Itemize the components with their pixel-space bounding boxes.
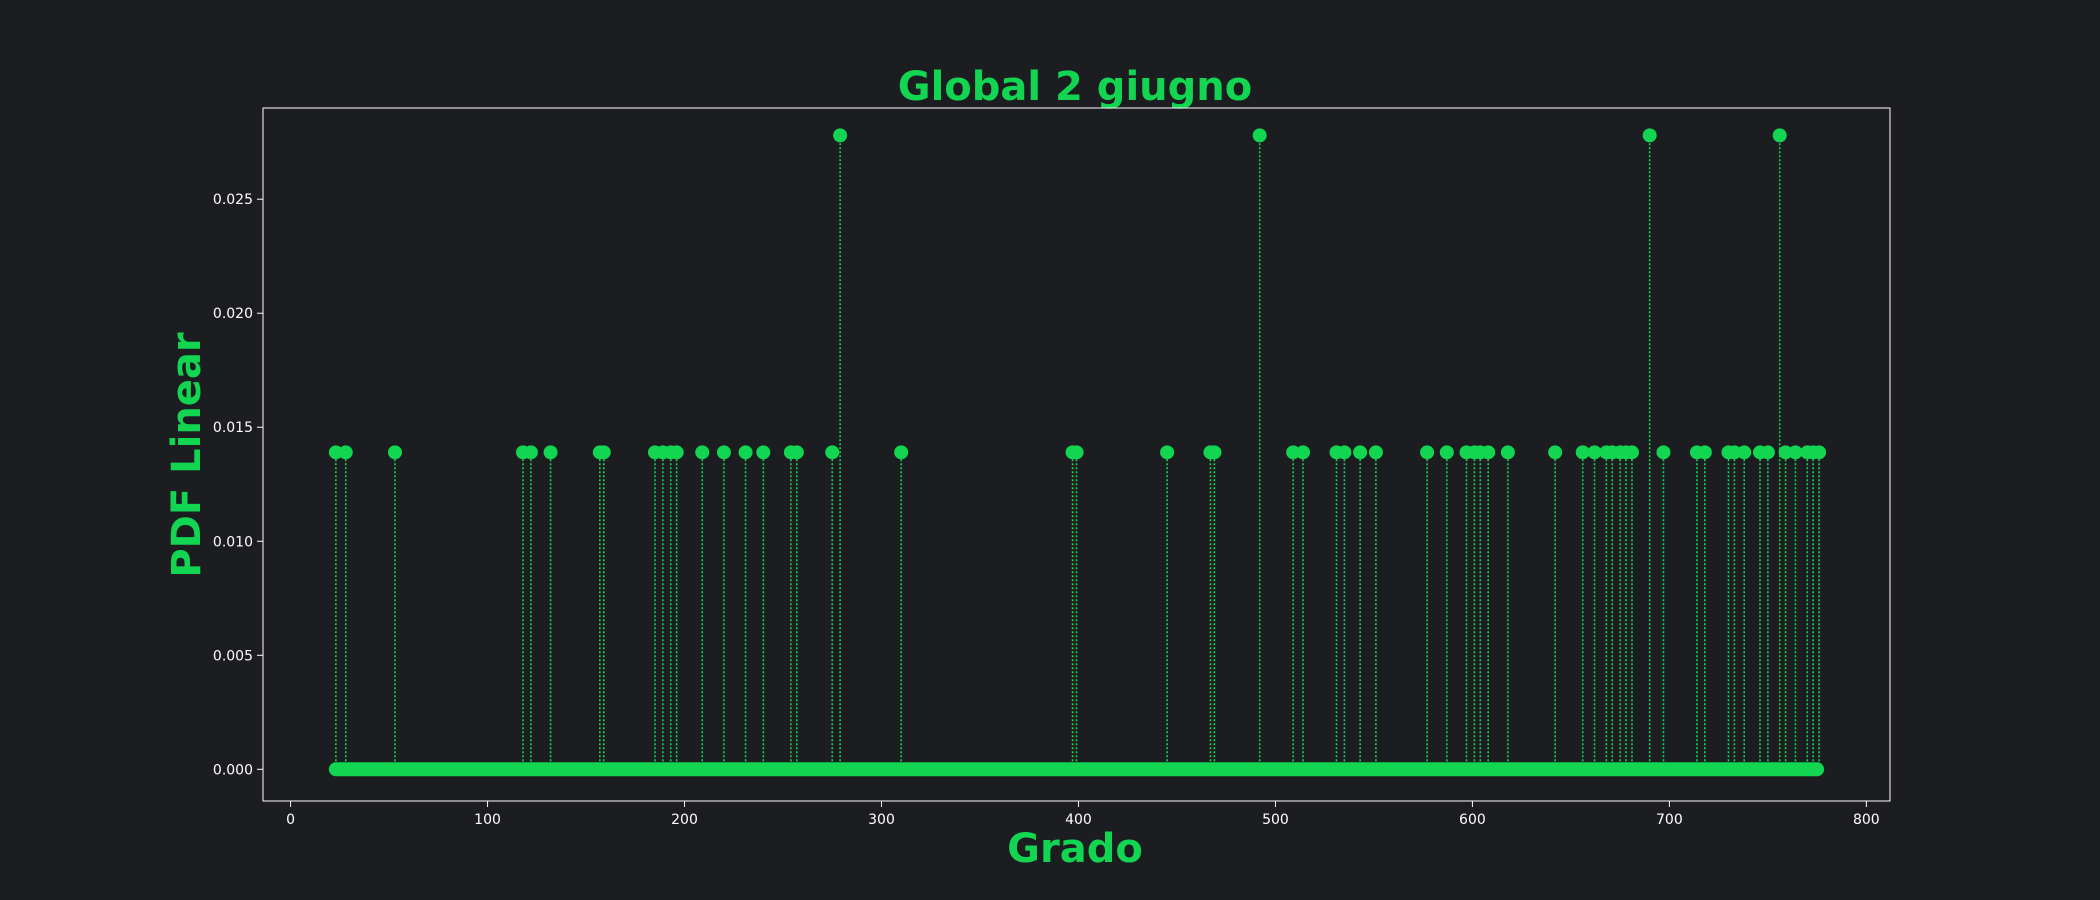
stem-marker bbox=[833, 128, 847, 142]
x-tick-label: 600 bbox=[1459, 812, 1486, 828]
stem-marker bbox=[1369, 445, 1383, 459]
y-tick-label: 0.015 bbox=[213, 420, 253, 436]
stem-marker bbox=[388, 445, 402, 459]
stem-marker bbox=[1761, 445, 1775, 459]
x-axis-label: Grado bbox=[1007, 826, 1143, 872]
x-tick-label: 200 bbox=[671, 812, 698, 828]
x-tick-label: 800 bbox=[1853, 812, 1880, 828]
stem-marker bbox=[1773, 128, 1787, 142]
stem-marker bbox=[894, 445, 908, 459]
stem-marker bbox=[1812, 445, 1826, 459]
stem-marker bbox=[670, 445, 684, 459]
stem-marker bbox=[1420, 445, 1434, 459]
y-axis-label: PDF Linear bbox=[164, 332, 210, 578]
stem-marker bbox=[756, 445, 770, 459]
stem-marker bbox=[1207, 445, 1221, 459]
stem-marker bbox=[1501, 445, 1515, 459]
plot-area bbox=[329, 128, 1826, 769]
stem-marker bbox=[1481, 445, 1495, 459]
x-tick-label: 100 bbox=[474, 812, 501, 828]
stem-marker bbox=[1070, 445, 1084, 459]
y-tick-label: 0.005 bbox=[213, 648, 253, 664]
stem-marker bbox=[1353, 445, 1367, 459]
stem-marker bbox=[739, 445, 753, 459]
y-tick-label: 0.000 bbox=[213, 762, 253, 778]
stem-marker bbox=[1548, 445, 1562, 459]
stem-marker bbox=[597, 445, 611, 459]
x-tick-label: 700 bbox=[1656, 812, 1683, 828]
stem-marker bbox=[544, 445, 558, 459]
x-axis: 0 100 200 300 400 500 600 700 800 bbox=[286, 801, 1880, 828]
y-axis: 0.000 0.005 0.010 0.015 0.020 0.025 bbox=[213, 192, 263, 778]
stem-marker bbox=[1337, 445, 1351, 459]
stem-marker bbox=[1440, 445, 1454, 459]
stem-marker bbox=[1625, 445, 1639, 459]
stem-marker bbox=[695, 445, 709, 459]
stem-marker bbox=[1698, 445, 1712, 459]
x-tick-label: 300 bbox=[868, 812, 895, 828]
stem-marker bbox=[1160, 445, 1174, 459]
stem-marker bbox=[339, 445, 353, 459]
y-tick-label: 0.020 bbox=[213, 306, 253, 322]
x-tick-label: 0 bbox=[286, 812, 295, 828]
stem-marker bbox=[1656, 445, 1670, 459]
y-tick-label: 0.025 bbox=[213, 192, 253, 208]
x-tick-label: 500 bbox=[1262, 812, 1289, 828]
stem-marker bbox=[825, 445, 839, 459]
stem-marker bbox=[717, 445, 731, 459]
stem-marker bbox=[1737, 445, 1751, 459]
y-tick-label: 0.010 bbox=[213, 534, 253, 550]
chart-title: Global 2 giugno bbox=[898, 64, 1252, 110]
stem-marker bbox=[1296, 445, 1310, 459]
stem-marker bbox=[1643, 128, 1657, 142]
stem-marker bbox=[1253, 128, 1267, 142]
stem-marker bbox=[524, 445, 538, 459]
stem-marker bbox=[790, 445, 804, 459]
